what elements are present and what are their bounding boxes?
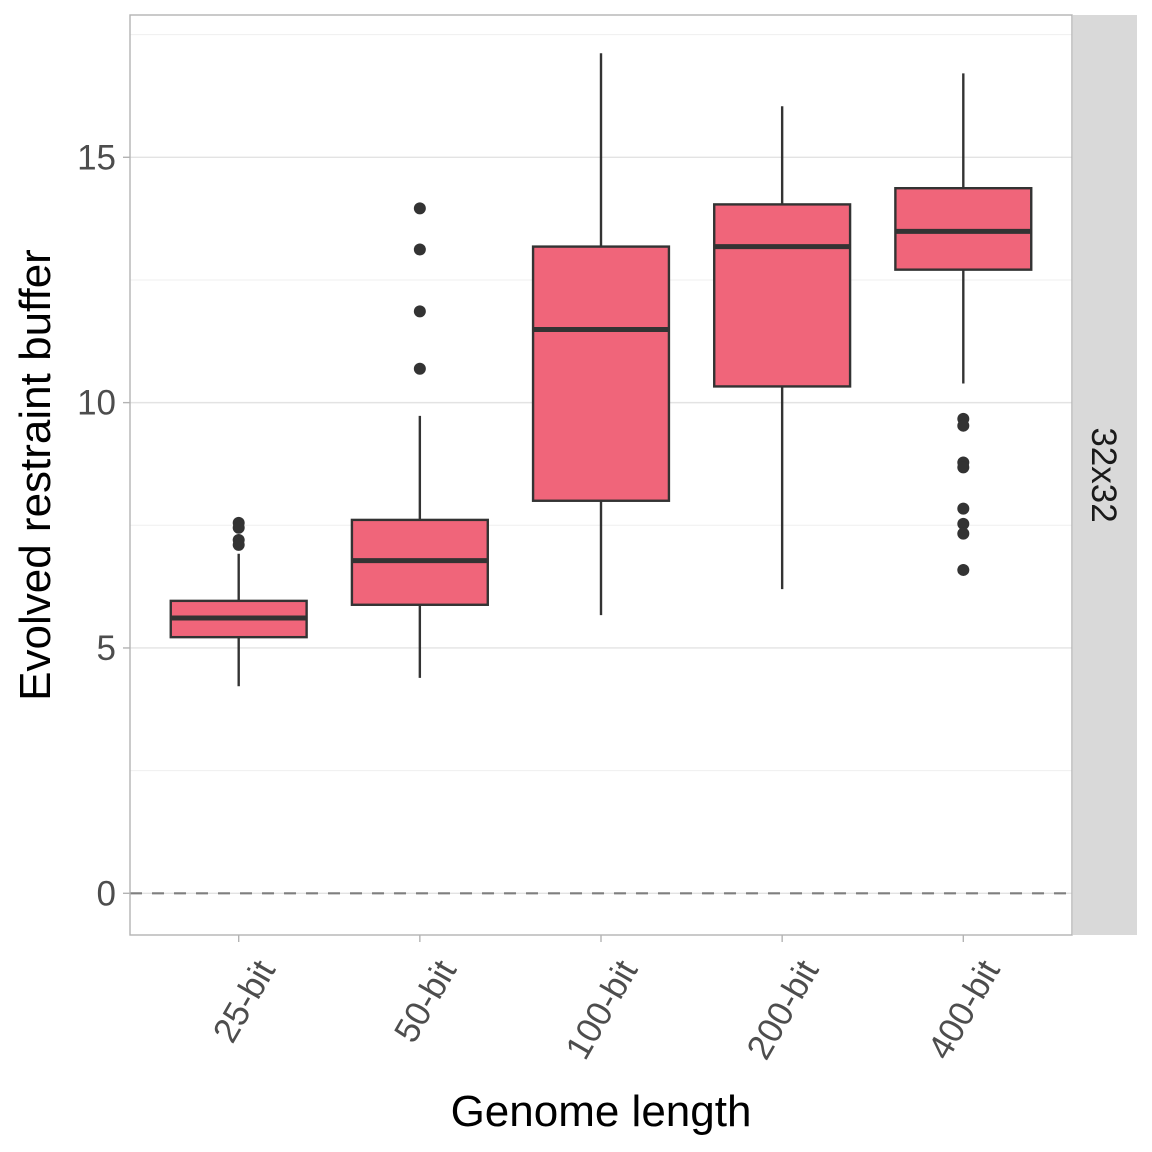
y-tick-label: 15	[77, 138, 116, 177]
x-axis: 25-bit 50-bit 100-bit 200-bit 400-bit	[206, 935, 1008, 1066]
outlier-point	[413, 202, 426, 215]
y-tick-label: 10	[77, 384, 116, 423]
y-axis: 0 5 10 15	[77, 138, 130, 913]
y-axis-title: Evolved restraint buffer	[11, 249, 60, 701]
outlier-point	[413, 243, 426, 256]
x-tick-label: 200-bit	[739, 953, 826, 1065]
outlier-point	[413, 305, 426, 318]
facet-strip	[1073, 15, 1137, 935]
outlier-point	[413, 362, 426, 375]
facet-strip-label: 32x32	[1084, 427, 1123, 522]
boxes	[169, 53, 1033, 687]
outlier-point	[957, 461, 970, 474]
x-tick-label: 50-bit	[387, 953, 465, 1049]
box-50-bit	[350, 202, 489, 678]
box-100-bit	[531, 53, 671, 616]
outlier-point	[957, 419, 970, 432]
box-iqr	[713, 203, 852, 388]
x-tick-label: 25-bit	[206, 953, 284, 1049]
outlier-point	[957, 563, 970, 576]
box-iqr	[531, 245, 671, 502]
y-tick-label: 0	[97, 874, 116, 913]
outlier-point	[232, 538, 245, 551]
x-tick-label: 100-bit	[558, 953, 645, 1065]
box-400-bit	[894, 73, 1033, 576]
box-200-bit	[713, 106, 852, 590]
outlier-point	[957, 502, 970, 515]
x-tick-label: 400-bit	[920, 953, 1007, 1065]
outlier-point	[957, 527, 970, 540]
outlier-point	[232, 521, 245, 534]
y-tick-label: 5	[97, 629, 116, 668]
box-25-bit	[169, 516, 308, 687]
x-axis-title: Genome length	[451, 1087, 752, 1136]
outlier-point	[957, 517, 970, 530]
